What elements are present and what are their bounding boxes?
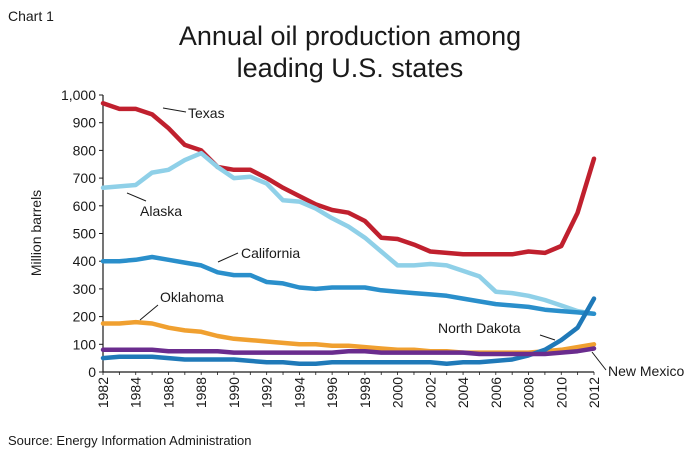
x-tick-label: 2010: [553, 377, 569, 408]
x-axis: 1982 1984 1986 1988 1990 1992 1994 1996 1998 2000…: [95, 372, 602, 408]
x-tick-label: 1982: [95, 377, 111, 408]
y-tick-label: 200: [73, 309, 97, 325]
y-tick-label: 1,000: [61, 87, 96, 103]
x-tick-label: 1990: [226, 377, 242, 408]
x-tick-label: 1994: [291, 377, 307, 408]
series-lines: [100, 101, 597, 366]
x-tick-label: 2002: [422, 377, 438, 408]
chart-title-line1: Annual oil production among: [178, 21, 522, 51]
leader-line: [591, 351, 607, 371]
y-tick-label: 100: [73, 336, 97, 352]
leader-line: [539, 334, 556, 341]
y-tick-label: 0: [88, 364, 96, 380]
leader-line: [139, 304, 159, 321]
x-tick-label: 2006: [488, 377, 504, 408]
source-note: Source: Energy Information Administratio…: [8, 433, 252, 448]
x-tick-label: 1984: [128, 377, 144, 408]
chart-number: Chart 1: [8, 8, 54, 24]
y-axis-title: Million barrels: [28, 190, 44, 276]
series-line-texas: [100, 101, 597, 257]
series-label-texas: Texas: [188, 105, 225, 121]
y-tick-label: 800: [73, 142, 97, 158]
series-label-new-mexico: New Mexico: [608, 363, 684, 379]
series-label-north-dakota: North Dakota: [438, 320, 521, 336]
leader-line: [162, 107, 187, 113]
series-line-alaska: [100, 150, 597, 317]
leader-line: [217, 252, 239, 263]
y-tick-label: 900: [73, 115, 97, 131]
series-line-north-dakota: [100, 296, 597, 366]
series-label-oklahoma: Oklahoma: [160, 289, 224, 305]
x-tick-label: 2012: [586, 377, 602, 408]
x-tick-label: 2004: [455, 377, 471, 408]
y-tick-label: 300: [73, 281, 97, 297]
chart-title: Annual oil production among leading U.S.…: [150, 20, 550, 84]
x-tick-label: 1996: [324, 377, 340, 408]
chart-title-line2: leading U.S. states: [236, 53, 464, 83]
leader-line: [126, 192, 147, 202]
x-tick-label: 1998: [357, 377, 373, 408]
x-tick-label: 1988: [193, 377, 209, 408]
x-tick-label: 2008: [521, 377, 537, 408]
series-label-california: California: [241, 245, 300, 261]
series-labels: Texas Alaska California Oklahoma North Dakot…: [126, 105, 684, 379]
y-axis: 0 100 200 300 400 500 600 700 800 900 1,000: [61, 87, 103, 380]
x-tick-label: 1986: [160, 377, 176, 408]
series-line-california: [100, 254, 597, 317]
y-tick-label: 500: [73, 226, 97, 242]
series-line-new-mexico: [100, 346, 597, 357]
y-tick-label: 600: [73, 198, 97, 214]
x-tick-label: 2000: [390, 377, 406, 408]
y-tick-label: 700: [73, 170, 97, 186]
y-tick-label: 400: [73, 253, 97, 269]
x-tick-label: 1992: [259, 377, 275, 408]
series-label-alaska: Alaska: [140, 203, 182, 219]
